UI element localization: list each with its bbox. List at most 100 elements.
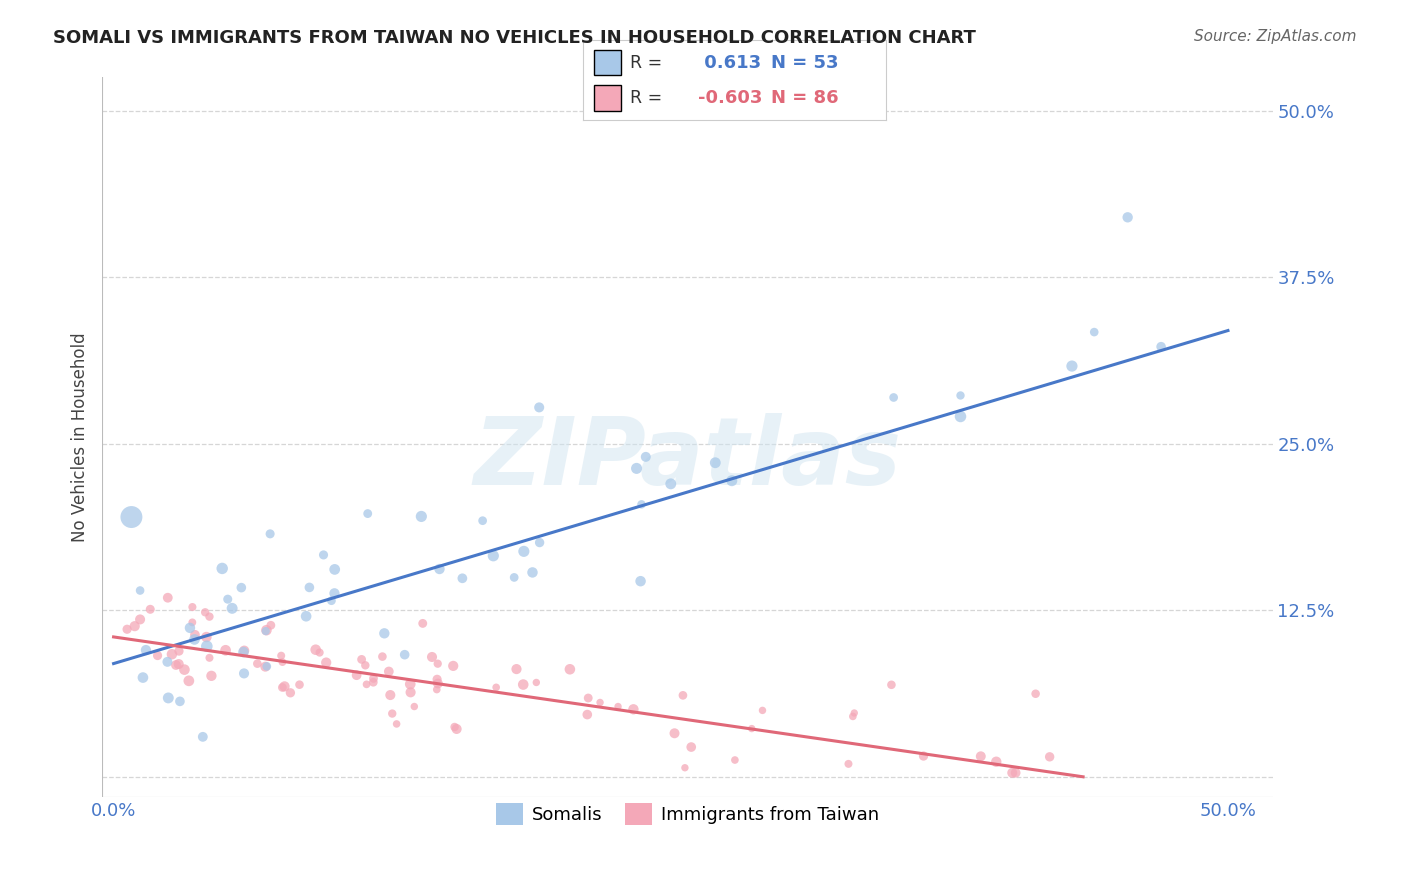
Point xyxy=(1116,211,1139,225)
Point xyxy=(399,677,422,691)
Point xyxy=(576,707,599,722)
Point xyxy=(194,605,217,619)
Point xyxy=(211,561,233,575)
Text: R =: R = xyxy=(630,89,662,107)
Point xyxy=(357,507,380,521)
Point xyxy=(471,514,494,528)
Point xyxy=(181,600,204,615)
Point xyxy=(1060,359,1083,373)
Point xyxy=(1150,340,1173,354)
Point xyxy=(129,612,152,626)
Point xyxy=(298,581,321,595)
Point xyxy=(441,659,464,673)
Point xyxy=(394,648,416,662)
Point xyxy=(880,678,903,692)
Point xyxy=(837,756,859,771)
Point xyxy=(315,656,337,670)
Point xyxy=(659,476,682,491)
Point xyxy=(214,643,236,657)
Point xyxy=(607,699,630,714)
Point xyxy=(233,643,256,657)
Point xyxy=(443,720,465,734)
Point xyxy=(156,655,179,669)
Point xyxy=(371,649,394,664)
Point xyxy=(482,549,505,563)
Point xyxy=(949,409,972,424)
Point xyxy=(1001,765,1024,780)
Point xyxy=(169,694,191,708)
Point xyxy=(412,616,434,631)
Point xyxy=(986,755,1008,769)
Point xyxy=(505,662,527,676)
Point xyxy=(129,583,152,598)
Point xyxy=(404,699,426,714)
Text: N = 86: N = 86 xyxy=(770,89,838,107)
Point xyxy=(912,749,935,764)
Point xyxy=(373,626,395,640)
Point xyxy=(411,509,433,524)
Point xyxy=(446,722,468,736)
Point xyxy=(451,571,474,585)
Point xyxy=(132,671,155,685)
Point xyxy=(634,450,657,464)
Point xyxy=(380,688,402,702)
Point xyxy=(323,586,346,600)
Point xyxy=(184,628,207,642)
Point xyxy=(844,706,866,720)
Point xyxy=(720,474,742,488)
Point xyxy=(124,619,146,633)
FancyBboxPatch shape xyxy=(595,85,621,111)
Point xyxy=(280,686,302,700)
Point xyxy=(273,679,295,693)
Point xyxy=(527,401,550,415)
Point xyxy=(321,593,343,607)
Point xyxy=(179,621,201,635)
Point xyxy=(842,709,865,723)
Text: SOMALI VS IMMIGRANTS FROM TAIWAN NO VEHICLES IN HOUSEHOLD CORRELATION CHART: SOMALI VS IMMIGRANTS FROM TAIWAN NO VEHI… xyxy=(53,29,976,46)
Point xyxy=(420,650,443,665)
Point xyxy=(485,681,508,695)
Point xyxy=(589,696,612,710)
Point xyxy=(672,689,695,703)
Point xyxy=(381,706,404,721)
Text: ZIPatlas: ZIPatlas xyxy=(474,413,901,505)
Point xyxy=(156,591,179,605)
Point xyxy=(630,574,652,589)
Point xyxy=(681,740,703,755)
Point xyxy=(426,673,449,687)
Point xyxy=(260,618,283,632)
Point xyxy=(512,677,534,691)
Point xyxy=(385,717,408,731)
Point xyxy=(259,526,281,541)
Point xyxy=(160,647,183,661)
Point xyxy=(558,662,581,676)
Point xyxy=(115,622,138,636)
Point xyxy=(429,562,451,576)
Point xyxy=(198,609,221,624)
Point xyxy=(426,682,449,697)
Point xyxy=(1025,687,1047,701)
Point xyxy=(120,510,142,524)
Point xyxy=(354,658,377,673)
Point xyxy=(356,677,378,691)
Point xyxy=(522,566,544,580)
Point xyxy=(217,592,239,607)
Point xyxy=(195,639,218,653)
Point xyxy=(167,644,190,658)
Point xyxy=(704,456,727,470)
Point xyxy=(295,609,318,624)
Point xyxy=(183,632,205,647)
Point xyxy=(288,678,311,692)
Point xyxy=(741,722,763,736)
Point xyxy=(1004,765,1026,780)
Point xyxy=(231,581,253,595)
Point xyxy=(232,645,254,659)
Point xyxy=(139,602,162,616)
Point xyxy=(630,497,652,511)
Point xyxy=(503,570,526,584)
Point xyxy=(167,657,190,671)
Point xyxy=(165,658,187,673)
Point xyxy=(135,643,157,657)
Text: Source: ZipAtlas.com: Source: ZipAtlas.com xyxy=(1194,29,1357,44)
Point xyxy=(254,659,277,673)
